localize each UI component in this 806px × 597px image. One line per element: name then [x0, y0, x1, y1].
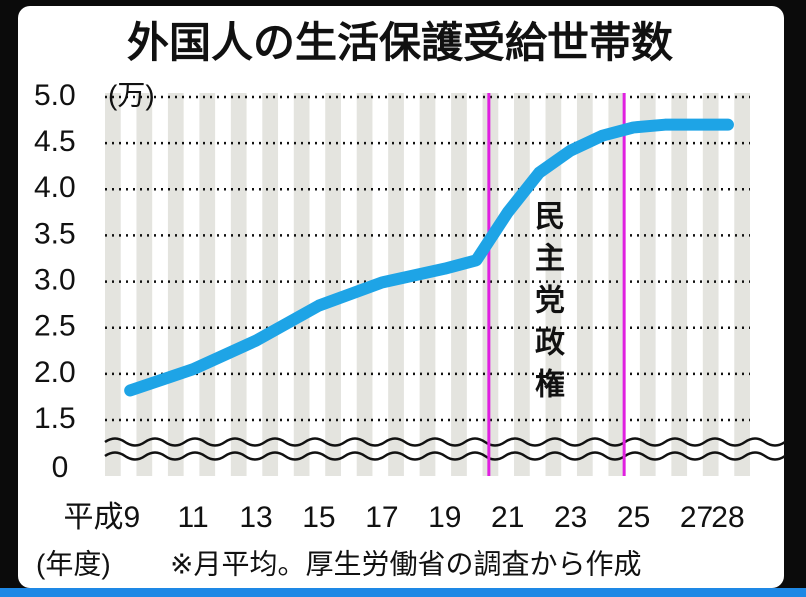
stripe [230, 93, 247, 476]
x-tick-label: 11 [178, 501, 209, 534]
x-tick-label: 平成9 [63, 501, 140, 534]
x-tick-label: 15 [302, 501, 335, 534]
stripe [639, 93, 656, 476]
stripe [734, 93, 750, 476]
stripe [262, 93, 279, 476]
y-tick-label: 4.0 [34, 171, 76, 204]
x-tick-label: 19 [428, 501, 461, 534]
y-unit: (万) [108, 79, 155, 110]
x-axis-note: (年度) [36, 548, 111, 579]
y-tick-label: 5.0 [34, 79, 76, 112]
stripe [608, 93, 625, 476]
axis-break [104, 437, 786, 447]
x-tick-label: 25 [617, 501, 650, 534]
stripe [293, 93, 310, 476]
stripe [105, 93, 121, 476]
x-tick-label: 23 [554, 501, 587, 534]
y-tick-label: 1.5 [34, 402, 76, 435]
stripe [514, 93, 530, 476]
source-note: ※月平均。厚生労働省の調査から作成 [170, 548, 641, 579]
stripe [199, 93, 216, 476]
y-tick-label: 2.0 [34, 356, 76, 389]
stripe [671, 93, 688, 476]
stripe [419, 93, 436, 476]
y-tick-label: 0 [52, 451, 69, 484]
x-tick-label: 27 [680, 501, 713, 534]
bottom-strip [0, 588, 806, 597]
y-tick-label: 3.5 [34, 217, 76, 250]
x-tick-label: 17 [365, 501, 398, 534]
axis-break [104, 451, 786, 461]
y-tick-label: 3.0 [34, 263, 76, 296]
stripe [702, 93, 719, 476]
y-tick-label: 2.5 [34, 310, 76, 343]
x-tick-label: 28 [711, 501, 744, 534]
stripe [136, 93, 153, 476]
stripe [451, 93, 467, 476]
stripe [325, 93, 341, 476]
stripe [167, 93, 184, 476]
stripe [545, 93, 562, 476]
annotation: 民主党政権 [530, 200, 565, 410]
chart-title: 外国人の生活保護受給世帯数 [127, 19, 673, 66]
y-tick-label: 4.5 [34, 125, 76, 158]
stripe [482, 93, 499, 476]
x-tick-label: 13 [239, 501, 272, 534]
data-line [124, 118, 734, 397]
x-tick-label: 21 [491, 501, 524, 534]
